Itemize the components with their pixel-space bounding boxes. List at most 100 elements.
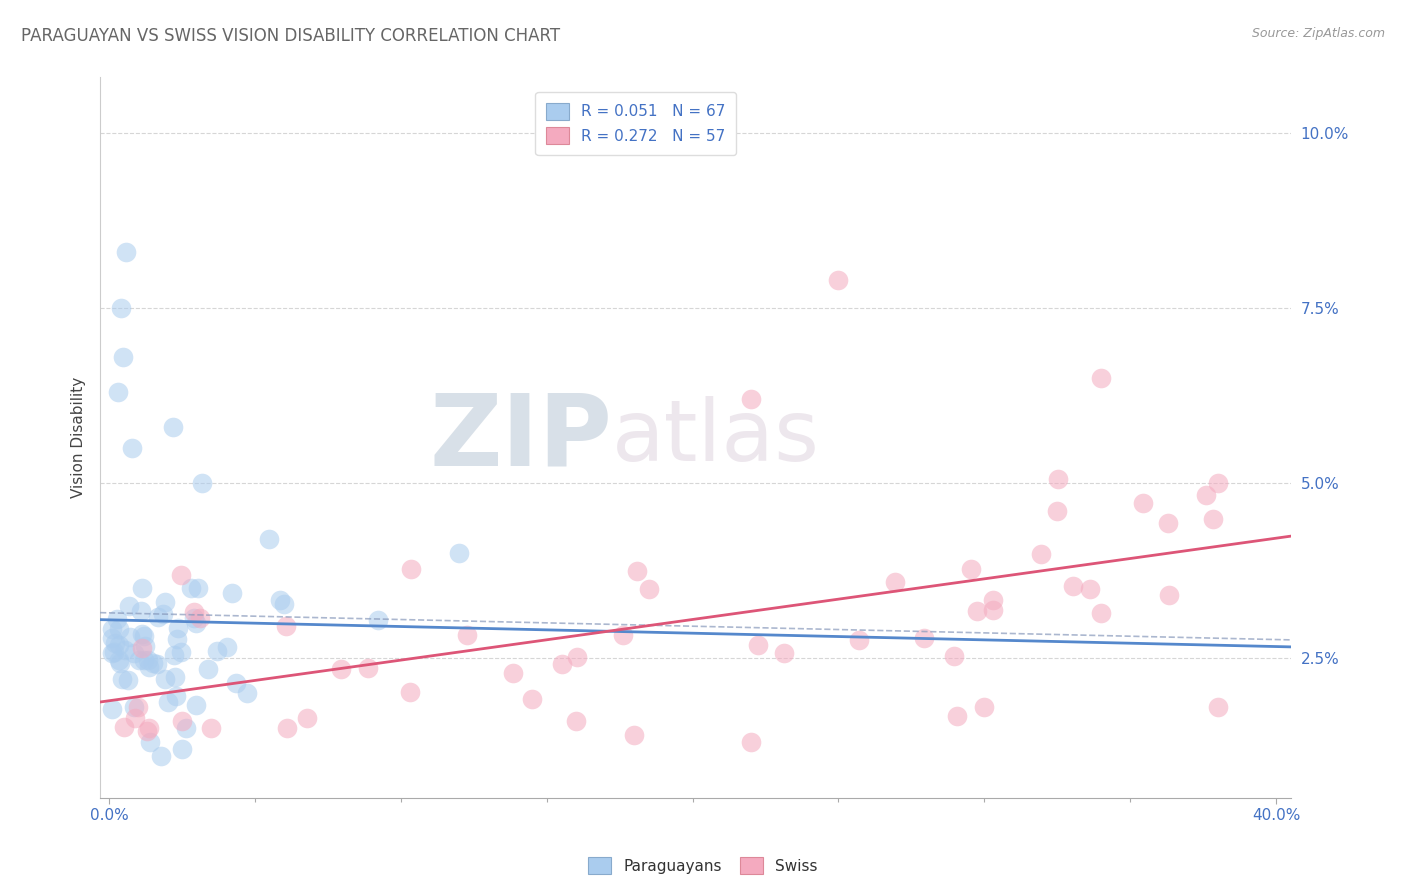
Text: atlas: atlas bbox=[612, 396, 820, 479]
Point bbox=[138, 735, 160, 749]
Point bbox=[1206, 700, 1229, 714]
Point bbox=[747, 638, 769, 652]
Point bbox=[103, 645, 125, 659]
Point bbox=[884, 574, 907, 589]
Point bbox=[236, 686, 259, 700]
Text: PARAGUAYAN VS SWISS VISION DISABILITY CORRELATION CHART: PARAGUAYAN VS SWISS VISION DISABILITY CO… bbox=[21, 27, 560, 45]
Point bbox=[1090, 607, 1112, 621]
Point bbox=[128, 653, 150, 667]
Point bbox=[122, 646, 145, 660]
Point bbox=[456, 628, 478, 642]
Point bbox=[638, 582, 661, 597]
Point bbox=[740, 392, 762, 407]
Point bbox=[221, 586, 243, 600]
Text: ZIP: ZIP bbox=[429, 389, 612, 486]
Point bbox=[217, 640, 239, 655]
Point bbox=[118, 599, 141, 613]
Point bbox=[174, 721, 197, 735]
Point bbox=[138, 660, 160, 674]
Point bbox=[184, 698, 207, 713]
Point bbox=[981, 592, 1004, 607]
Point bbox=[111, 672, 134, 686]
Point bbox=[942, 648, 965, 663]
Text: Source: ZipAtlas.com: Source: ZipAtlas.com bbox=[1251, 27, 1385, 40]
Point bbox=[134, 653, 156, 667]
Point bbox=[502, 666, 524, 681]
Point bbox=[357, 661, 380, 675]
Point bbox=[269, 593, 291, 607]
Point bbox=[166, 621, 188, 635]
Point bbox=[626, 564, 648, 578]
Point bbox=[134, 639, 156, 653]
Point bbox=[960, 562, 983, 576]
Point bbox=[127, 700, 149, 714]
Point bbox=[966, 604, 988, 618]
Point bbox=[981, 603, 1004, 617]
Point bbox=[447, 546, 470, 560]
Point bbox=[180, 581, 202, 595]
Point bbox=[108, 657, 131, 671]
Point bbox=[773, 646, 796, 660]
Point bbox=[165, 690, 187, 704]
Point bbox=[1046, 504, 1069, 518]
Point bbox=[399, 685, 422, 699]
Point bbox=[148, 609, 170, 624]
Point bbox=[107, 612, 129, 626]
Point bbox=[399, 562, 422, 576]
Point bbox=[1132, 495, 1154, 509]
Point bbox=[183, 605, 205, 619]
Point bbox=[200, 721, 222, 735]
Point bbox=[973, 700, 995, 714]
Point bbox=[121, 442, 143, 456]
Point bbox=[101, 702, 124, 716]
Point bbox=[163, 648, 186, 663]
Point bbox=[1062, 579, 1084, 593]
Point bbox=[118, 630, 141, 644]
Point bbox=[153, 672, 176, 686]
Point bbox=[827, 273, 849, 287]
Point bbox=[225, 675, 247, 690]
Point bbox=[565, 714, 588, 728]
Point bbox=[1159, 588, 1181, 602]
Point bbox=[136, 653, 159, 667]
Point bbox=[153, 595, 176, 609]
Point bbox=[183, 611, 205, 625]
Point bbox=[114, 643, 136, 657]
Point bbox=[848, 632, 870, 647]
Point bbox=[740, 735, 762, 749]
Point bbox=[170, 742, 193, 756]
Point bbox=[169, 568, 191, 582]
Point bbox=[551, 657, 574, 671]
Point bbox=[522, 692, 544, 706]
Point bbox=[101, 622, 124, 636]
Point bbox=[136, 723, 159, 738]
Point bbox=[329, 662, 352, 676]
Point bbox=[152, 607, 174, 621]
Point bbox=[157, 695, 180, 709]
Point bbox=[276, 721, 298, 735]
Point bbox=[273, 598, 295, 612]
Point bbox=[150, 749, 173, 764]
Point bbox=[134, 630, 156, 644]
Point bbox=[1157, 516, 1180, 530]
Point bbox=[129, 603, 152, 617]
Point bbox=[1047, 472, 1070, 486]
Point bbox=[186, 616, 208, 631]
Point bbox=[131, 626, 153, 640]
Point bbox=[612, 628, 634, 642]
Point bbox=[1078, 582, 1101, 596]
Point bbox=[110, 301, 132, 316]
Point bbox=[165, 670, 187, 684]
Point bbox=[131, 640, 153, 655]
Y-axis label: Vision Disability: Vision Disability bbox=[72, 377, 86, 499]
Point bbox=[205, 644, 228, 658]
Point bbox=[1201, 511, 1223, 525]
Point bbox=[623, 728, 645, 742]
Point bbox=[107, 385, 129, 400]
Point bbox=[276, 619, 298, 633]
Point bbox=[142, 656, 165, 670]
Point bbox=[108, 622, 131, 636]
Point bbox=[138, 722, 160, 736]
Point bbox=[170, 645, 193, 659]
Point bbox=[115, 245, 138, 260]
